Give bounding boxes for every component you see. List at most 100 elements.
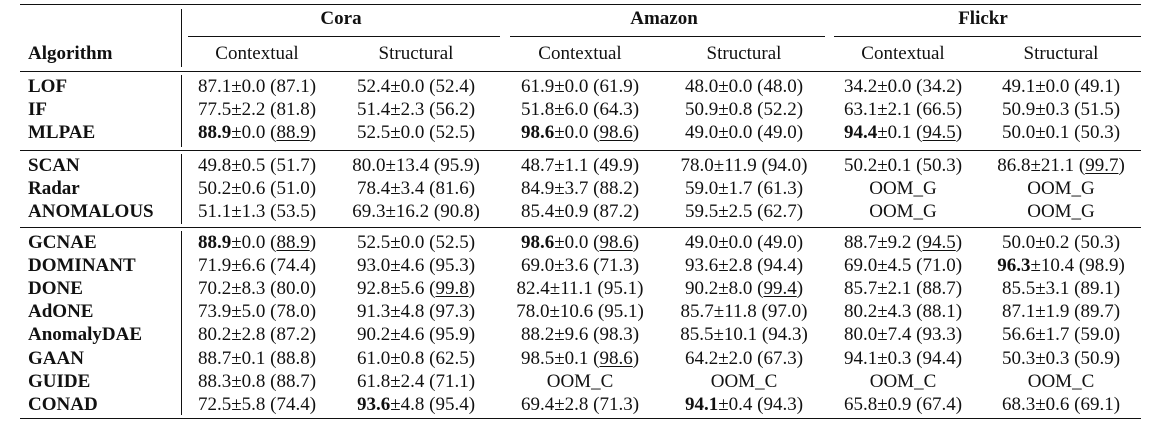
table-cell: OOM_C — [710, 370, 778, 392]
algorithm-column-header: Algorithm — [28, 43, 113, 64]
subcolumn-header: Contextual — [215, 43, 299, 64]
algorithm-name: LOF — [28, 76, 68, 97]
table-cell: 73.9±5.0 (78.0) — [197, 301, 317, 323]
algorithm-name: IF — [28, 99, 47, 121]
table-cell: 56.6±1.7 (59.0) — [1001, 324, 1121, 346]
table-cell: 52.5±0.0 (52.5) — [356, 122, 476, 144]
header-vertical-rule — [181, 9, 182, 67]
amazon-cmidrule — [510, 36, 825, 37]
table-cell: 50.9±0.8 (52.2) — [684, 99, 804, 121]
body-vertical-rule-2 — [181, 154, 182, 224]
table-cell: OOM_G — [869, 178, 937, 200]
table-cell: 49.8±0.5 (51.7) — [197, 155, 317, 176]
table-cell: 88.2±9.6 (98.3) — [520, 324, 640, 346]
table-cell: 84.9±3.7 (88.2) — [520, 178, 640, 200]
algorithm-name: ANOMALOUS — [28, 201, 154, 223]
table-cell: 61.8±2.4 (71.1) — [356, 370, 476, 392]
table-cell: 50.2±0.1 (50.3) — [843, 155, 963, 176]
body-vertical-rule-1 — [181, 75, 182, 147]
table-cell: OOM_G — [1027, 178, 1095, 200]
table-cell: 49.0±0.0 (49.0) — [684, 122, 804, 144]
algorithm-name: DOMINANT — [28, 255, 136, 277]
table-cell: 71.9±6.6 (74.4) — [197, 255, 317, 277]
table-cell: 98.6±0.0 (98.6) — [520, 232, 640, 253]
table-cell: 78.0±10.6 (95.1) — [516, 301, 644, 323]
header-rule — [20, 71, 1141, 72]
subcolumn-header: Structural — [1023, 43, 1099, 64]
table-cell: 88.9±0.0 (88.9) — [197, 122, 317, 144]
algorithm-name: AdONE — [28, 301, 94, 323]
algorithm-name: GCNAE — [28, 232, 97, 253]
body-vertical-rule-3 — [181, 231, 182, 415]
table-cell: 61.0±0.8 (62.5) — [356, 347, 476, 369]
table-cell: 51.4±2.3 (56.2) — [356, 99, 476, 121]
subcolumn-header: Contextual — [538, 43, 622, 64]
table-cell: 52.4±0.0 (52.4) — [356, 76, 476, 97]
algorithm-name: GUIDE — [28, 370, 91, 392]
table-cell: 50.0±0.2 (50.3) — [1001, 232, 1121, 253]
table-cell: 85.5±3.1 (89.1) — [1001, 278, 1121, 300]
table-cell: 94.1±0.3 (94.4) — [843, 347, 963, 369]
dataset-header-amazon: Amazon — [630, 8, 698, 29]
table-cell: 88.3±0.8 (88.7) — [197, 370, 317, 392]
table-cell: 90.2±4.6 (95.9) — [356, 324, 476, 346]
table-cell: 69.4±2.8 (71.3) — [520, 393, 640, 415]
table-cell: 93.6±4.8 (95.4) — [356, 393, 476, 415]
table-cell: 78.4±3.4 (81.6) — [356, 178, 476, 200]
table-cell: 68.3±0.6 (69.1) — [1001, 393, 1121, 415]
table-cell: OOM_G — [869, 201, 937, 223]
table-cell: 87.1±1.9 (89.7) — [1001, 301, 1121, 323]
table-cell: 61.9±0.0 (61.9) — [520, 76, 640, 97]
top-rule — [20, 4, 1141, 5]
table-cell: 49.1±0.0 (49.1) — [1001, 76, 1121, 97]
table-cell: 50.2±0.6 (51.0) — [197, 178, 317, 200]
table-cell: 90.2±8.0 (99.4) — [684, 278, 804, 300]
table-cell: 50.0±0.1 (50.3) — [1001, 122, 1121, 144]
table-cell: 98.6±0.0 (98.6) — [520, 122, 640, 144]
table-cell: 80.0±7.4 (93.3) — [843, 324, 963, 346]
table-cell: 48.7±1.1 (49.9) — [520, 155, 640, 176]
table-cell: 78.0±11.9 (94.0) — [680, 155, 808, 176]
group-rule-1 — [20, 150, 1141, 151]
table-cell: 85.5±10.1 (94.3) — [680, 324, 808, 346]
table-cell: 85.7±2.1 (88.7) — [843, 278, 963, 300]
table-cell: 48.0±0.0 (48.0) — [684, 76, 804, 97]
subcolumn-header: Structural — [706, 43, 782, 64]
table-cell: 65.8±0.9 (67.4) — [843, 393, 963, 415]
table-cell: 51.1±1.3 (53.5) — [197, 201, 317, 223]
table-cell: 77.5±2.2 (81.8) — [197, 99, 317, 121]
table-cell: 69.0±3.6 (71.3) — [520, 255, 640, 277]
table-cell: 98.5±0.1 (98.6) — [520, 347, 640, 369]
table-cell: 49.0±0.0 (49.0) — [684, 232, 804, 253]
table-cell: 94.4±0.1 (94.5) — [843, 122, 963, 144]
algorithm-name: CONAD — [28, 393, 98, 415]
table-cell: 50.3±0.3 (50.9) — [1001, 347, 1121, 369]
table-cell: 85.4±0.9 (87.2) — [520, 201, 640, 223]
table-cell: 85.7±11.8 (97.0) — [680, 301, 808, 323]
dataset-header-cora: Cora — [320, 8, 362, 29]
table-cell: OOM_G — [1027, 201, 1095, 223]
algorithm-name: AnomalyDAE — [28, 324, 143, 346]
table-cell: 87.1±0.0 (87.1) — [197, 76, 317, 97]
table-cell: 96.3±10.4 (98.9) — [997, 255, 1125, 277]
table-cell: OOM_C — [1027, 370, 1095, 392]
table-cell: OOM_C — [869, 370, 937, 392]
table-cell: 93.0±4.6 (95.3) — [356, 255, 476, 277]
table-cell: 92.8±5.6 (99.8) — [356, 278, 476, 300]
table-cell: 69.3±16.2 (90.8) — [352, 201, 480, 223]
table-cell: 80.2±2.8 (87.2) — [197, 324, 317, 346]
table-cell: 72.5±5.8 (74.4) — [197, 393, 317, 415]
table-cell: 63.1±2.1 (66.5) — [843, 99, 963, 121]
table-cell: 34.2±0.0 (34.2) — [843, 76, 963, 97]
subcolumn-header: Contextual — [861, 43, 945, 64]
table-cell: 94.1±0.4 (94.3) — [684, 393, 804, 415]
table-cell: 59.0±1.7 (61.3) — [684, 178, 804, 200]
algorithm-name: Radar — [28, 178, 80, 200]
table-cell: 82.4±11.1 (95.1) — [516, 278, 644, 300]
table-cell: 80.2±4.3 (88.1) — [843, 301, 963, 323]
table-cell: 64.2±2.0 (67.3) — [684, 347, 804, 369]
algorithm-name: DONE — [28, 278, 83, 300]
group-rule-2 — [20, 227, 1141, 228]
dataset-header-flickr: Flickr — [958, 8, 1008, 29]
table-cell: 88.9±0.0 (88.9) — [197, 232, 317, 253]
